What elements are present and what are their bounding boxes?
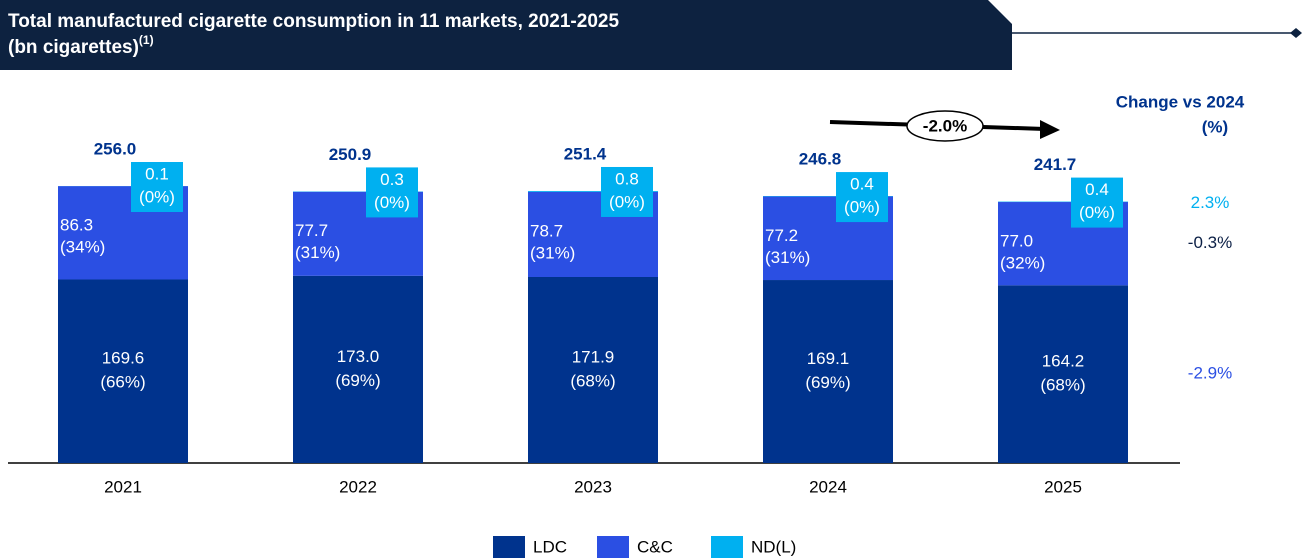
- x-tick-label: 2021: [104, 477, 142, 496]
- value-label: 78.7: [530, 221, 563, 240]
- share-label: (0%): [609, 192, 645, 211]
- value-label: 77.2: [765, 226, 798, 245]
- value-label: 0.1: [145, 164, 169, 183]
- share-label: (31%): [295, 243, 340, 262]
- annotation: -2.0%: [923, 116, 967, 135]
- change-label: 2.3%: [1191, 193, 1230, 212]
- value-label: 0.3: [380, 170, 404, 189]
- total-label: 241.7: [1034, 155, 1077, 174]
- value-label: 86.3: [60, 216, 93, 235]
- bar-segment: [528, 190, 658, 192]
- legend-swatch: [597, 536, 629, 558]
- bar-segment: [58, 279, 188, 463]
- share-label: (0%): [1079, 203, 1115, 222]
- x-tick-label: 2025: [1044, 477, 1082, 496]
- subtitle-note: (1): [139, 33, 154, 47]
- chart-title: Total manufactured cigarette consumption…: [8, 11, 619, 32]
- share-label: (0%): [139, 187, 175, 206]
- callout-box: [601, 166, 653, 217]
- total-label: 256.0: [94, 139, 137, 158]
- value-label: 171.9: [572, 347, 615, 366]
- value-label: 0.8: [615, 169, 639, 188]
- share-label: (32%): [1000, 254, 1045, 273]
- bar-segment: [528, 277, 658, 463]
- subtitle-text: (bn cigarettes): [8, 37, 139, 58]
- share-label: (68%): [1040, 376, 1085, 395]
- trend-arrowhead: [1040, 120, 1060, 139]
- value-label: 77.0: [1000, 232, 1033, 251]
- share-label: (0%): [844, 198, 880, 217]
- share-label: (34%): [60, 238, 105, 257]
- change-label: -0.3%: [1188, 233, 1232, 252]
- total-label: 246.8: [799, 149, 842, 168]
- callout-box: [1071, 177, 1123, 228]
- legend-label: ND(L): [751, 537, 796, 556]
- x-tick-label: 2023: [574, 477, 612, 496]
- share-label: (0%): [374, 193, 410, 212]
- value-label: 77.7: [295, 221, 328, 240]
- share-label: (31%): [765, 248, 810, 267]
- total-label: 251.4: [564, 144, 607, 163]
- annotation-ellipse: [906, 110, 984, 142]
- bar-segment: [998, 285, 1128, 463]
- callout-box: [131, 162, 183, 213]
- value-label: 169.6: [102, 349, 145, 368]
- share-label: (68%): [570, 371, 615, 390]
- x-tick-label: 2024: [809, 477, 847, 496]
- chart-subtitle: (bn cigarettes)(1): [8, 33, 154, 58]
- legend-label: LDC: [533, 537, 567, 556]
- share-label: (31%): [530, 243, 575, 262]
- share-label: (69%): [805, 373, 850, 392]
- callout-box: [836, 172, 888, 223]
- value-label: 0.4: [1085, 180, 1109, 199]
- value-label: 173.0: [337, 347, 380, 366]
- value-label: 164.2: [1042, 352, 1085, 371]
- change-title: (%): [1202, 117, 1228, 136]
- legend-swatch: [493, 536, 525, 558]
- callout-box: [366, 167, 418, 218]
- share-label: (69%): [335, 371, 380, 390]
- legend-swatch: [711, 536, 743, 558]
- header-diamond: [1290, 28, 1302, 38]
- value-label: 169.1: [807, 349, 850, 368]
- share-label: (66%): [100, 373, 145, 392]
- bar-segment: [763, 280, 893, 463]
- header-band: [0, 0, 1012, 70]
- value-label: 0.4: [850, 175, 874, 194]
- legend-label: C&C: [637, 537, 673, 556]
- change-label: -2.9%: [1188, 364, 1232, 383]
- total-label: 250.9: [329, 145, 372, 164]
- bar-segment: [293, 275, 423, 463]
- x-tick-label: 2022: [339, 477, 377, 496]
- change-title: Change vs 2024: [1116, 92, 1245, 111]
